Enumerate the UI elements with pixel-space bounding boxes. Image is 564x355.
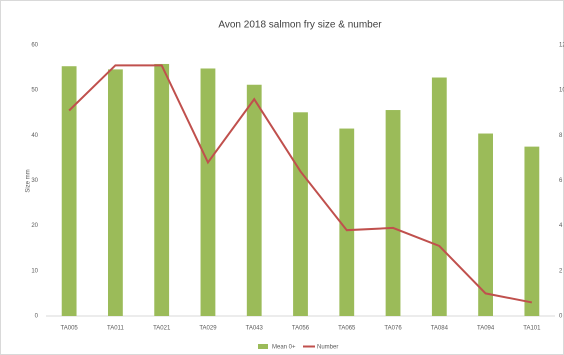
x-tick-label: TA084 [431,326,449,332]
y2-tick-label: 4 [559,223,563,229]
y-tick-label: 20 [31,223,38,229]
y-tick-label: 40 [31,133,38,139]
bar [246,84,262,316]
x-tick-label: TA011 [107,326,124,332]
bar [200,68,216,316]
bar [293,112,308,316]
x-tick-label: TA021 [153,326,171,332]
y-tick-label: 10 [31,268,38,274]
bar [108,69,123,316]
bar [478,133,493,316]
line [68,64,533,304]
x-tick-label: TA076 [384,326,402,332]
x-tick-label: TA056 [292,326,310,332]
y2-tick-label: 0 [559,314,563,320]
bar [385,110,401,316]
y-tick-label: 60 [31,43,38,49]
x-tick-label: TA094 [477,326,495,332]
bar [524,146,540,316]
x-tick-label: TA101 [523,326,541,332]
y-tick-label: 30 [31,178,38,184]
y2-tick-label: 12 [559,43,564,49]
legend-label: Number [317,345,338,351]
legend-swatch [258,344,268,349]
x-tick-label: TA065 [338,326,356,332]
bar [61,66,77,316]
y-axis-label: Size mm [26,169,32,192]
y2-tick-label: 8 [559,133,563,139]
y-tick-label: 50 [31,88,38,94]
chart-title: Avon 2018 salmon fry size & number [218,20,382,31]
y-tick-label: 0 [35,314,39,320]
bar [339,128,355,316]
y2-tick-label: 6 [559,178,563,184]
legend-label: Mean 0+ [272,345,296,351]
y2-tick-label: 10 [559,88,564,94]
x-tick-label: TA005 [61,326,79,332]
bar [431,77,447,317]
bar [154,63,170,316]
x-tick-label: TA043 [246,326,264,332]
x-tick-label: TA029 [199,326,217,332]
y2-tick-label: 2 [559,268,563,274]
